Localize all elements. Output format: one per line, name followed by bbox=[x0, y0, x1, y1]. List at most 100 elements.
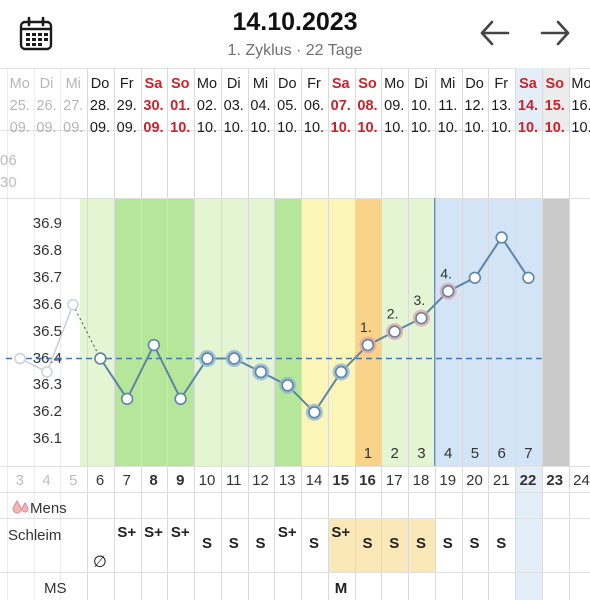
mucus-mark[interactable]: S bbox=[362, 535, 373, 552]
high-temp-count: 5 bbox=[471, 445, 479, 462]
date-cell[interactable]: Mo 09. 10. bbox=[384, 76, 405, 136]
row-separator bbox=[0, 466, 590, 467]
mucus-row-label: Schleim bbox=[8, 527, 62, 544]
cycle-day-previous: 3 bbox=[15, 472, 24, 489]
grid-line bbox=[87, 68, 88, 600]
cycle-day: 6 bbox=[95, 472, 105, 489]
date-cell[interactable]: Fr 13. 10. bbox=[491, 76, 512, 136]
mens-row-label: Mens bbox=[30, 500, 67, 517]
grid-line bbox=[461, 68, 463, 600]
date-cell-previous[interactable]: Di 26. 09. bbox=[36, 76, 57, 136]
header: 14.10.2023 1. Zyklus · 22 Tage bbox=[0, 0, 590, 69]
cycle-day: 23 bbox=[546, 472, 564, 489]
mucus-mark[interactable]: S bbox=[255, 535, 266, 552]
date-cell[interactable]: Mo 02. 10. bbox=[196, 76, 218, 136]
date-cell[interactable]: Sa 14. 10. bbox=[517, 76, 539, 136]
date-cell[interactable]: Fr 06. 10. bbox=[303, 76, 325, 136]
cycle-day: 18 bbox=[412, 472, 430, 489]
mucus-mark[interactable]: S bbox=[389, 535, 400, 552]
date-cell[interactable]: So 15. 10. bbox=[544, 76, 565, 136]
y-tick-label: 36.3 bbox=[32, 376, 62, 394]
mucus-mark[interactable]: S bbox=[228, 535, 239, 552]
temperature-point bbox=[94, 352, 107, 365]
mucus-mark[interactable]: S bbox=[415, 535, 426, 552]
temperature-point bbox=[308, 406, 321, 419]
date-cell[interactable]: Fr 29. 09. bbox=[116, 76, 137, 136]
grid-line bbox=[354, 68, 356, 600]
date-cell[interactable]: Do 05. 10. bbox=[277, 76, 298, 136]
temperature-point bbox=[468, 271, 482, 284]
mucus-mark[interactable]: S+ bbox=[170, 524, 190, 541]
date-cell[interactable]: So 08. 10. bbox=[357, 76, 378, 136]
date-cell[interactable]: So 01. 10. bbox=[170, 76, 191, 136]
row-separator bbox=[0, 130, 590, 131]
date-cell[interactable]: Sa 30. 09. bbox=[143, 76, 164, 136]
mucus-mark[interactable]: S bbox=[308, 535, 319, 552]
date-cell[interactable]: Sa 07. 10. bbox=[330, 76, 351, 136]
mucus-mark[interactable]: S bbox=[469, 535, 480, 552]
row-band bbox=[515, 466, 542, 600]
grid-line bbox=[301, 68, 302, 600]
date-cell[interactable]: Mi 04. 10. bbox=[250, 76, 271, 136]
temperature-point bbox=[281, 379, 294, 392]
y-tick-label: 36.7 bbox=[32, 268, 62, 286]
mucus-mark[interactable]: S bbox=[496, 535, 507, 552]
mucus-mark[interactable]: S+ bbox=[144, 524, 163, 541]
chart-band bbox=[113, 198, 194, 466]
grid-line bbox=[60, 68, 62, 600]
page-title: 14.10.2023 bbox=[232, 8, 358, 36]
mucus-mark[interactable]: S bbox=[201, 535, 212, 552]
cycle-day: 7 bbox=[122, 472, 131, 489]
temperature-point bbox=[201, 352, 214, 365]
cycle-day: 22 bbox=[519, 472, 537, 489]
date-cell[interactable]: Do 12. 10. bbox=[464, 76, 485, 136]
y-tick-label: 36.6 bbox=[32, 295, 62, 313]
temperature-point bbox=[495, 231, 508, 244]
date-cell-previous[interactable]: Mo 25. 09. bbox=[9, 76, 30, 136]
cycle-day: 10 bbox=[198, 472, 216, 489]
grid-line bbox=[568, 68, 570, 600]
mucus-mark[interactable]: S bbox=[442, 535, 453, 552]
high-temp-count: 3 bbox=[417, 445, 425, 462]
arrow-right-icon[interactable] bbox=[538, 18, 572, 48]
cycle-day: 16 bbox=[359, 472, 376, 489]
y-tick-label: 36.1 bbox=[32, 430, 62, 448]
chart-band bbox=[354, 198, 382, 466]
cycle-day: 13 bbox=[278, 472, 296, 489]
cycle-day: 15 bbox=[332, 472, 350, 489]
date-cell[interactable]: Do 28. 09. bbox=[89, 76, 111, 136]
temperature-count-label: 1. bbox=[360, 319, 372, 335]
temperature-point bbox=[415, 311, 428, 325]
date-cell[interactable]: Di 10. 10. bbox=[410, 76, 432, 136]
grid-line bbox=[140, 68, 142, 600]
high-temp-count: 4 bbox=[444, 445, 452, 462]
mucus-mark[interactable]: S+ bbox=[277, 524, 297, 541]
date-cell-previous[interactable]: Mi 27. 09. bbox=[63, 76, 84, 136]
y-tick-label: 36.8 bbox=[32, 241, 62, 259]
date-cell[interactable]: Di 03. 10. bbox=[223, 76, 244, 136]
cycle-day: 12 bbox=[252, 472, 269, 489]
previous-cycle-point bbox=[41, 366, 53, 378]
grid-line bbox=[194, 68, 195, 600]
row-band bbox=[541, 68, 569, 130]
chart-band bbox=[80, 198, 114, 466]
date-cell[interactable]: Mi 11. 10. bbox=[437, 76, 458, 136]
grid-line bbox=[541, 68, 543, 600]
grid-line bbox=[113, 68, 115, 600]
mucus-mark[interactable]: S+ bbox=[331, 524, 351, 541]
y-tick-label: 36.9 bbox=[32, 215, 62, 232]
temperature-count-label: 2. bbox=[387, 306, 399, 322]
cycle-day: 17 bbox=[385, 472, 403, 489]
mucus-mark[interactable]: S+ bbox=[117, 524, 137, 541]
previous-cycle-line bbox=[19, 304, 74, 373]
temperature-point bbox=[147, 338, 161, 352]
grid-line bbox=[167, 68, 169, 600]
temperature-point bbox=[120, 392, 134, 406]
cycle-day: 21 bbox=[492, 472, 510, 489]
date-cell[interactable]: Mo 16. 10. bbox=[571, 76, 590, 136]
arrow-left-icon[interactable] bbox=[478, 18, 512, 48]
grid-line bbox=[6, 68, 8, 600]
calendar-icon[interactable] bbox=[18, 16, 54, 52]
cycle-day-previous: 5 bbox=[69, 472, 78, 489]
